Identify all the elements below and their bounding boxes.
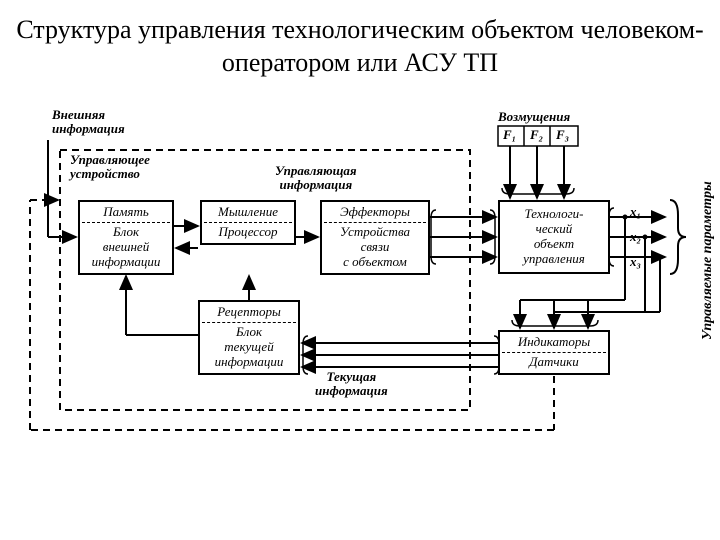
diagram-svg <box>0 0 720 540</box>
diagram-stage: Структура управления технологическим объ… <box>0 0 720 540</box>
